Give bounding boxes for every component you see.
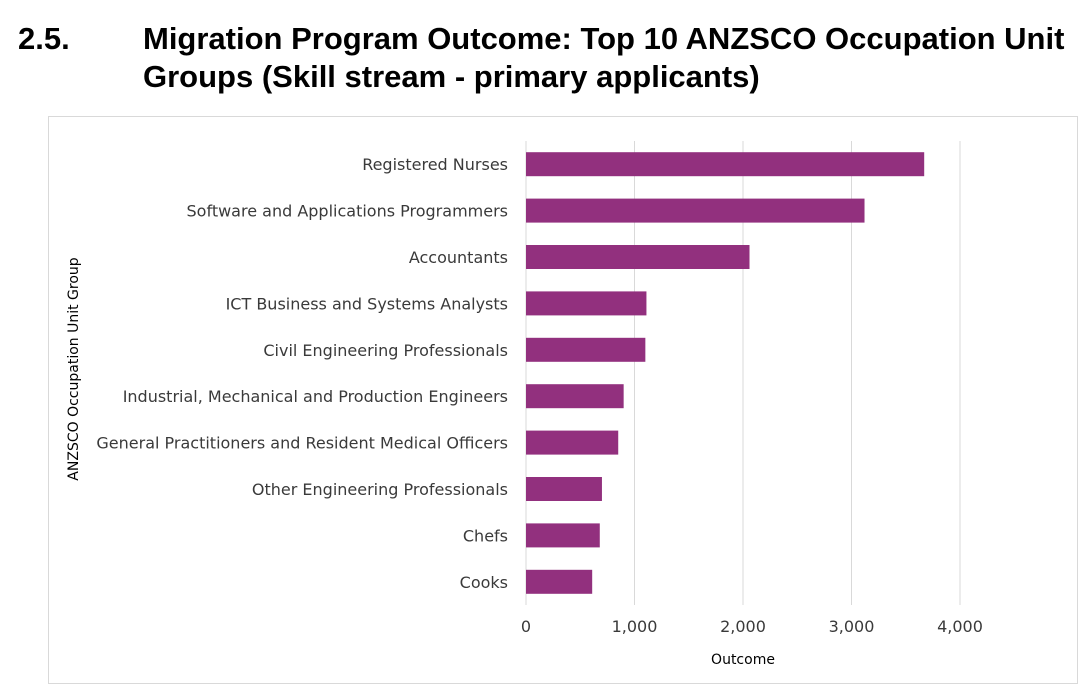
- bar-1: [526, 152, 925, 177]
- category-label-7: General Practitioners and Resident Medic…: [96, 434, 508, 453]
- bar-6: [526, 384, 624, 409]
- category-labels: Registered Nurses Software and Applicatio…: [96, 155, 508, 592]
- bar-2: [526, 198, 865, 223]
- x-tick-label-4: 4,000: [937, 617, 983, 636]
- bar-3: [526, 245, 750, 269]
- x-tick-labels: 0 1,000 2,000 3,000 4,000: [521, 617, 983, 636]
- category-label-3: Accountants: [409, 248, 508, 267]
- category-label-8: Other Engineering Professionals: [252, 480, 508, 499]
- bar-8: [526, 477, 602, 501]
- category-label-4: ICT Business and Systems Analysts: [226, 294, 508, 313]
- x-axis-title: Outcome: [711, 652, 775, 668]
- bar-5: [526, 337, 646, 362]
- x-tick-label-0: 0: [521, 617, 531, 636]
- y-axis-title: ANZSCO Occupation Unit Group: [66, 257, 82, 480]
- category-label-9: Chefs: [463, 526, 508, 545]
- category-label-10: Cooks: [460, 573, 508, 592]
- bar-4: [526, 291, 647, 316]
- category-label-2: Software and Applications Programmers: [187, 202, 508, 221]
- section-number: 2.5.: [18, 21, 70, 56]
- bar-7: [526, 430, 619, 455]
- bars: [526, 152, 925, 594]
- bar-chart: Registered Nurses Software and Applicatio…: [66, 141, 983, 668]
- category-label-6: Industrial, Mechanical and Production En…: [123, 387, 508, 406]
- x-tick-label-3: 3,000: [829, 617, 875, 636]
- bar-10: [526, 569, 593, 594]
- chart-frame: Registered Nurses Software and Applicatio…: [48, 116, 1078, 684]
- x-tick-label-2: 2,000: [720, 617, 766, 636]
- x-tick-label-1: 1,000: [612, 617, 658, 636]
- category-label-5: Civil Engineering Professionals: [263, 341, 508, 360]
- bar-9: [526, 523, 600, 548]
- category-label-1: Registered Nurses: [362, 155, 508, 174]
- section-title: Migration Program Outcome: Top 10 ANZSCO…: [143, 21, 1065, 94]
